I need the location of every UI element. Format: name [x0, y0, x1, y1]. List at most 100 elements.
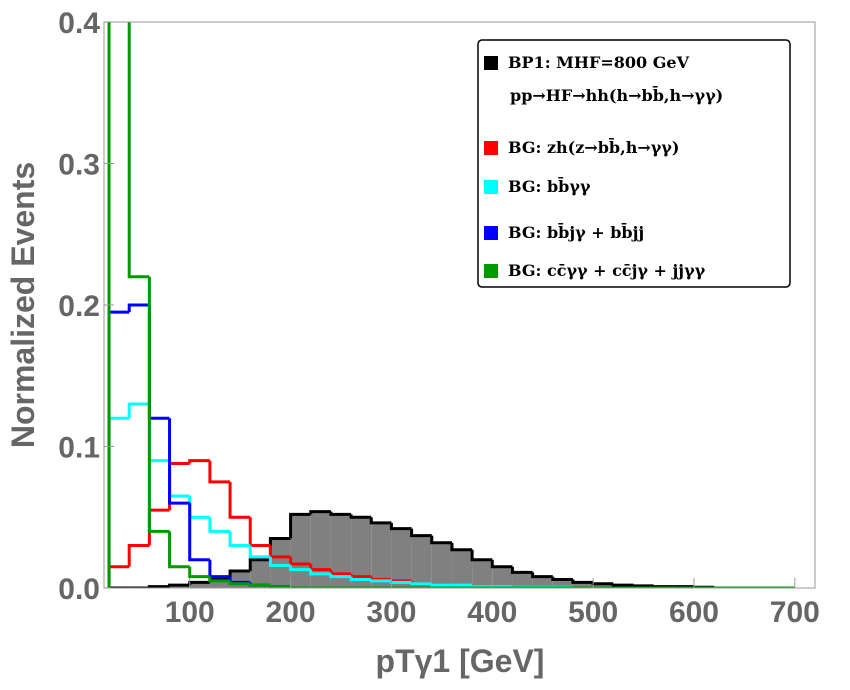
histogram-bar [552, 579, 573, 588]
histogram-bar [250, 559, 271, 588]
histogram-step [551, 576, 573, 582]
histogram-step [470, 549, 493, 562]
histogram-bar [189, 582, 210, 588]
legend-swatch [484, 226, 498, 240]
histogram-step [208, 517, 231, 533]
histogram-step [410, 528, 432, 538]
histogram-step [389, 522, 412, 531]
legend-swatch [484, 56, 498, 70]
histogram-step [208, 576, 231, 583]
histogram-step [470, 585, 493, 588]
histogram-step [309, 569, 331, 576]
histogram-step [389, 580, 412, 584]
legend-note: pp→HF→hh(h→bb̄,h→γγ) [510, 85, 723, 105]
histogram-step [107, 416, 130, 588]
legend-swatch [484, 180, 498, 194]
histogram-bar [391, 528, 412, 588]
histogram-bar [371, 522, 392, 588]
histogram-step [188, 496, 210, 519]
histogram-bar [532, 576, 553, 588]
legend-swatch [484, 141, 498, 155]
histogram-step [208, 559, 231, 579]
histogram-bar [270, 538, 291, 588]
histogram-step [268, 556, 291, 567]
histogram-step [147, 508, 170, 546]
y-axis-label: Normalized Events [5, 162, 41, 448]
histogram-bar [411, 535, 432, 588]
histogram-step [329, 573, 352, 579]
histogram-bar [472, 559, 493, 588]
histogram-step [410, 582, 432, 586]
histogram-step [329, 511, 352, 516]
histogram-step [127, 22, 150, 279]
histogram-step [228, 580, 251, 586]
histogram-step [490, 559, 513, 569]
histogram-step [450, 542, 473, 552]
histogram-step [107, 22, 111, 588]
histogram-step [168, 418, 190, 505]
histogram-bar [512, 572, 533, 588]
histogram-step [147, 305, 170, 420]
y-tick-label: 0.0 [58, 573, 100, 606]
histogram-step [168, 460, 190, 498]
histogram-bar [290, 514, 311, 588]
histogram-bar [310, 511, 331, 588]
histogram-bar [492, 566, 513, 588]
legend-label: BG: bb̄jγ + bb̄jj [508, 222, 644, 242]
histogram-bar [572, 582, 594, 588]
histogram-step [631, 584, 654, 588]
histogram-step [309, 510, 331, 515]
x-tick-label: 600 [669, 596, 719, 629]
x-tick-label: 100 [165, 596, 215, 629]
legend-box [477, 39, 791, 288]
legend-label: BG: zh(z→bb̄,h→γγ) [508, 137, 679, 157]
histogram-step [248, 517, 271, 548]
histogram-step [208, 460, 231, 484]
histogram-step [228, 481, 251, 519]
histogram-step [127, 402, 150, 419]
histogram-bar [209, 578, 231, 588]
y-tick-label: 0.3 [58, 149, 100, 182]
histogram-step [591, 582, 614, 586]
histogram-step [430, 535, 452, 545]
y-tick-label: 0.1 [58, 432, 100, 465]
histogram-step [248, 583, 271, 587]
histogram-bar [230, 571, 251, 588]
histogram-step [147, 276, 170, 533]
histogram-bar [330, 514, 352, 588]
legend-label: BP1: MHF=800 GeV [508, 53, 690, 72]
histogram-step [168, 531, 190, 569]
histogram-step [107, 310, 130, 588]
histogram-bar [451, 549, 473, 588]
histogram-step [127, 303, 150, 313]
plot-area [107, 22, 795, 588]
histogram-step [289, 512, 311, 539]
histogram-step [652, 585, 674, 588]
histogram-step [107, 565, 130, 588]
histogram-step [389, 579, 412, 583]
legend-label: BG: bb̄γγ [508, 176, 591, 196]
histogram-step [228, 569, 251, 579]
histogram-bar [593, 583, 614, 588]
histogram-step [168, 583, 190, 587]
histogram-step [369, 579, 392, 583]
x-tick-label: 500 [568, 596, 618, 629]
histogram-step [510, 566, 533, 574]
histogram-step [571, 579, 594, 584]
histogram-step [289, 565, 311, 572]
y-tick-label: 0.2 [58, 290, 100, 323]
histogram-step [127, 544, 150, 567]
histogram-step [188, 459, 210, 464]
x-tick-label: 300 [366, 596, 416, 629]
histogram-step [349, 514, 372, 519]
histogram-step [369, 517, 392, 525]
histogram-step [349, 576, 372, 582]
histogram-step [248, 558, 271, 572]
x-tick-label: 700 [770, 596, 820, 629]
histogram-step [430, 583, 452, 587]
histogram-step [531, 572, 553, 579]
histogram-bar [431, 542, 452, 588]
x-tick-label: 400 [467, 596, 517, 629]
histogram-step [268, 585, 291, 588]
